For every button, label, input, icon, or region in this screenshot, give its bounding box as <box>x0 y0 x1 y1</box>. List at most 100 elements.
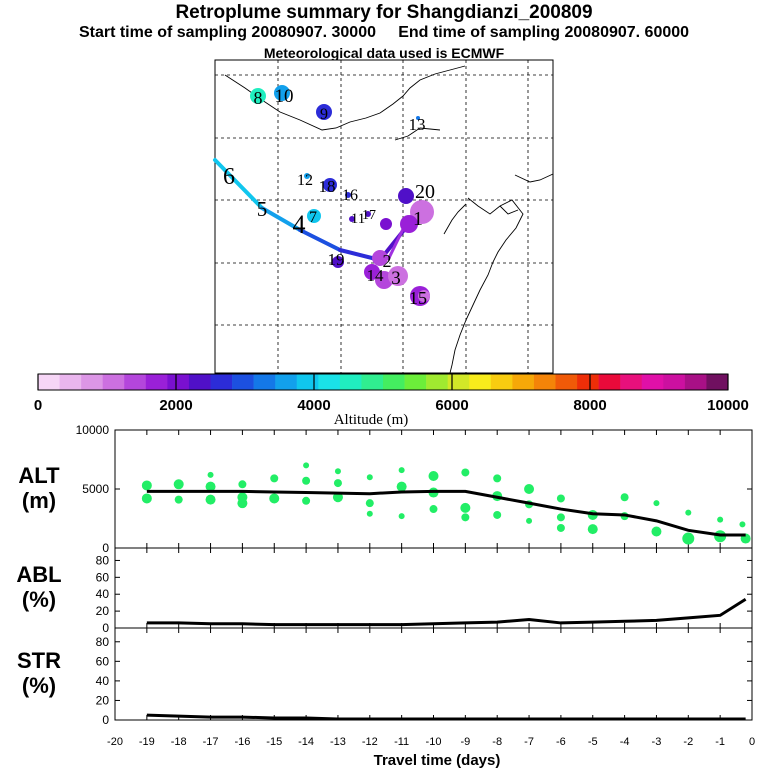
altitude-point <box>429 505 438 514</box>
colorbar-cell <box>59 374 82 390</box>
plume-day-label: 20 <box>415 181 435 203</box>
plume-marker <box>380 218 392 230</box>
plume-marker <box>372 250 388 266</box>
colorbar-cell <box>318 374 341 390</box>
altitude-point <box>717 516 724 523</box>
plume-marker <box>388 266 408 286</box>
plume-track-segment <box>260 206 302 232</box>
x-tick-label: -19 <box>139 736 155 748</box>
plume-day-label: 17 <box>362 208 376 223</box>
y-axis-label: STR <box>17 648 61 673</box>
altitude-point <box>366 510 373 517</box>
colorbar-cell <box>447 374 470 390</box>
x-tick-label: -13 <box>330 736 346 748</box>
y-tick-label: 60 <box>96 570 110 584</box>
colorbar-tick-labels: 0 2000 4000 6000 8000 10000 <box>34 374 749 414</box>
colorbar-cell <box>555 374 578 390</box>
y-tick-label: 20 <box>96 693 110 707</box>
altitude-point <box>207 471 214 478</box>
plume-marker <box>410 200 434 224</box>
plume-trajectory <box>213 85 434 306</box>
colorbar-cell <box>490 374 513 390</box>
colorbar-cell <box>684 374 707 390</box>
altitude-point <box>396 481 407 492</box>
plume-day-label: 8 <box>254 88 263 108</box>
colorbar-cell <box>641 374 664 390</box>
altitude-point <box>174 495 183 504</box>
altitude-point <box>461 468 470 477</box>
x-tick-label: -14 <box>298 736 314 748</box>
sampling-times: Start time of sampling 20080907. 30000 E… <box>0 24 768 42</box>
x-tick-label: -5 <box>588 736 598 748</box>
altitude-point <box>556 523 565 532</box>
colorbar-cells <box>38 374 729 390</box>
plume-day-label: 16 <box>342 187 358 204</box>
plume-track-segment <box>386 224 407 261</box>
colorbar-cell <box>512 374 535 390</box>
altitude-point <box>556 513 565 522</box>
altitude-point <box>334 468 341 475</box>
x-tick-label: -16 <box>234 736 250 748</box>
colorbar-cell <box>275 374 298 390</box>
x-tick-label: -9 <box>460 736 470 748</box>
altitude-point <box>141 480 152 491</box>
altitude-point <box>398 513 405 520</box>
x-tick-label: -4 <box>620 736 630 748</box>
colorbar-label: Altitude (m) <box>334 412 409 428</box>
x-tick-label: -17 <box>203 736 219 748</box>
plume-marker <box>316 104 332 120</box>
altitude-point <box>205 481 216 492</box>
x-tick-label: -8 <box>492 736 502 748</box>
start-time: Start time of sampling 20080907. 30000 <box>78 24 376 41</box>
colorbar-cell <box>210 374 233 390</box>
altitude-point <box>524 484 535 494</box>
altitude-point <box>428 471 439 482</box>
colorbar-cell <box>339 374 362 390</box>
altitude-point <box>302 476 311 485</box>
x-tick-label: -2 <box>683 736 693 748</box>
y-tick-label: 80 <box>96 553 110 567</box>
colorbar-cell <box>383 374 405 390</box>
plume-marker <box>416 116 420 120</box>
plume-day-label: 9 <box>320 106 328 123</box>
altitude-point <box>270 474 279 483</box>
plume-marker <box>345 192 351 198</box>
altitude-point <box>398 467 405 474</box>
colorbar-tick-label: 8000 <box>573 397 606 414</box>
altitude-point <box>739 521 746 528</box>
y-tick-label: 20 <box>96 604 110 618</box>
altitude-point <box>685 509 692 516</box>
end-time: End time of sampling 20080907. 60000 <box>398 24 690 41</box>
x-tick-label: -18 <box>171 736 187 748</box>
altitude-point <box>587 524 598 535</box>
y-tick-label: 40 <box>96 587 110 601</box>
altitude-point <box>237 498 248 509</box>
altitude-point <box>620 493 629 502</box>
plume-day-label: 4 <box>293 210 306 239</box>
panel-frame <box>114 547 753 629</box>
y-tick-label: 10000 <box>76 423 110 437</box>
plume-day-label: 5 <box>257 197 268 221</box>
altitude-mean-line <box>146 489 746 537</box>
colorbar-cell <box>663 374 686 390</box>
altitude-point <box>141 493 152 504</box>
x-tick-label: -3 <box>652 736 662 748</box>
y-tick-label: 0 <box>102 621 109 635</box>
altitude-point <box>332 492 343 503</box>
altitude-point <box>651 526 662 537</box>
altitude-point <box>682 532 695 545</box>
plume-marker <box>274 85 290 101</box>
panel-frame <box>114 627 753 721</box>
colorbar-cell <box>167 374 190 390</box>
colorbar-cell <box>232 374 254 390</box>
plume-marker <box>304 173 310 179</box>
altitude-point <box>493 510 502 519</box>
plume-day-label: 2 <box>383 251 392 271</box>
plume-track-segment <box>298 228 342 252</box>
y-axis-label: ABL <box>16 562 61 587</box>
colorbar-cell <box>145 374 168 390</box>
time-series-panels: ALT(m)0500010000ABL(%)020406080STR(%)020… <box>16 423 755 748</box>
